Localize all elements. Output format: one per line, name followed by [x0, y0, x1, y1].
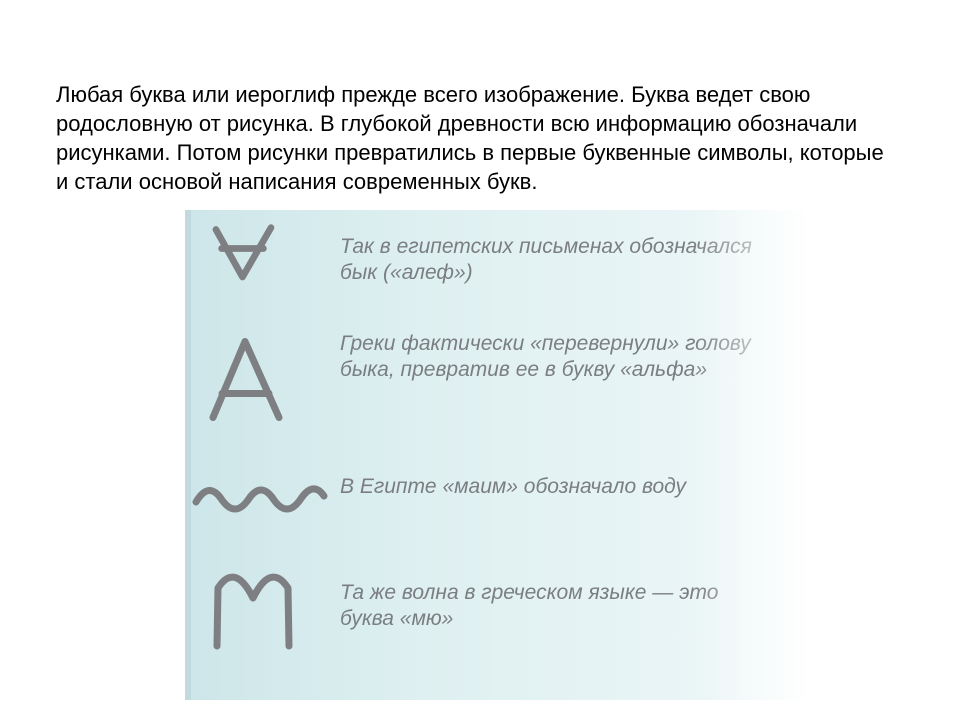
caption-maim: В Египте «маим» обозначало воду — [340, 474, 770, 500]
glyph-aleph — [195, 220, 330, 315]
glyph-alpha — [195, 325, 330, 430]
caption-aleph: Так в египетских письменах обозначался б… — [340, 234, 770, 287]
glyph-maim — [190, 470, 340, 520]
mu-icon — [203, 560, 303, 660]
alpha-icon — [195, 325, 295, 430]
aleph-icon — [195, 220, 290, 315]
letter-evolution-figure: Так в египетских письменах обозначался б… — [185, 210, 805, 700]
intro-paragraph: Любая буква или иероглиф прежде всего из… — [56, 80, 901, 196]
caption-alpha: Греки фактически «перевернули» голову бы… — [340, 331, 770, 384]
slide-page: Любая буква или иероглиф прежде всего из… — [0, 0, 960, 720]
caption-mu: Та же волна в греческом языке — это букв… — [340, 580, 770, 633]
wave-icon — [190, 470, 330, 520]
glyph-mu — [203, 560, 338, 660]
